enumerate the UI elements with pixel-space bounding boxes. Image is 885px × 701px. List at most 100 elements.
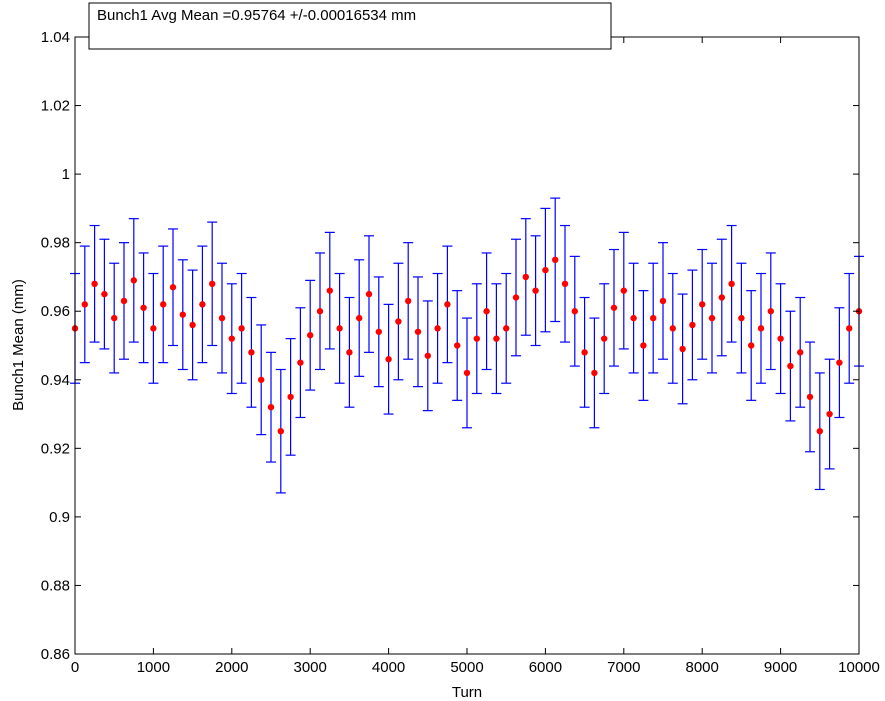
- data-point: [591, 369, 598, 377]
- data-point: [326, 287, 333, 294]
- x-tick-label: 7000: [607, 659, 640, 676]
- data-point: [787, 362, 794, 370]
- x-tick-label: 10000: [838, 659, 880, 676]
- data-point: [434, 325, 441, 332]
- y-tick-label: 1.04: [41, 29, 70, 46]
- x-tick-label: 8000: [686, 659, 719, 676]
- data-point: [267, 404, 275, 411]
- y-tick-label: 0.94: [41, 372, 70, 389]
- data-point: [689, 321, 696, 329]
- data-point: [503, 325, 510, 332]
- data-point: [150, 325, 157, 332]
- data-point: [718, 294, 725, 301]
- data-point: [816, 427, 823, 435]
- x-tick-label: 9000: [764, 659, 797, 676]
- data-point: [81, 301, 89, 308]
- annotation-box: Bunch1 Avg Mean =0.95764 +/-0.00016534 m…: [88, 2, 612, 50]
- x-tick-label: 3000: [294, 659, 327, 676]
- data-point: [542, 266, 549, 274]
- data-point: [767, 308, 774, 315]
- data-point: [356, 314, 363, 322]
- data-point: [826, 410, 833, 418]
- data-point: [610, 304, 618, 311]
- data-point: [365, 290, 373, 298]
- data-point: [630, 314, 637, 322]
- data-point: [483, 308, 490, 315]
- data-point: [209, 280, 216, 287]
- data-layer: [70, 197, 864, 494]
- data-point: [640, 342, 647, 349]
- y-tick-label: 0.9: [49, 509, 70, 526]
- data-point: [385, 356, 392, 363]
- data-point: [307, 332, 314, 339]
- data-point: [512, 294, 520, 301]
- data-point: [189, 321, 196, 329]
- y-tick-label: 1: [62, 166, 70, 183]
- data-point: [238, 325, 245, 332]
- data-point: [414, 328, 422, 335]
- data-point: [679, 345, 686, 353]
- y-axis-label: Bunch1 Mean (mm): [10, 279, 27, 411]
- y-tick-label: 1.02: [41, 98, 70, 115]
- data-point: [552, 256, 559, 264]
- data-point: [738, 314, 745, 322]
- data-point: [336, 325, 343, 332]
- y-tick-label: 0.98: [41, 235, 70, 252]
- data-point: [797, 349, 804, 356]
- data-point: [620, 287, 627, 294]
- data-point: [581, 349, 588, 356]
- data-point: [699, 301, 706, 308]
- data-point: [650, 314, 657, 322]
- data-point: [258, 376, 265, 383]
- data-point: [277, 427, 284, 435]
- data-point: [297, 359, 304, 366]
- data-point: [228, 335, 235, 342]
- data-point: [199, 301, 206, 308]
- x-tick-label: 0: [71, 659, 79, 676]
- data-point: [659, 297, 667, 305]
- data-point: [532, 287, 539, 294]
- data-point: [218, 314, 226, 322]
- data-point: [846, 325, 853, 332]
- data-point: [346, 349, 353, 356]
- data-point: [91, 280, 98, 287]
- data-point: [522, 273, 529, 281]
- x-axis-label: Turn: [452, 684, 482, 701]
- y-tick-label: 0.86: [41, 646, 70, 663]
- data-point: [111, 314, 118, 322]
- data-point: [708, 314, 716, 322]
- data-point: [316, 308, 324, 315]
- data-point: [287, 393, 294, 401]
- data-point: [120, 297, 128, 305]
- data-point: [561, 280, 569, 287]
- data-point: [728, 280, 735, 287]
- data-point: [473, 335, 480, 342]
- data-point: [130, 277, 137, 284]
- data-point: [444, 301, 451, 308]
- y-tick-label: 0.92: [41, 440, 70, 457]
- data-point: [777, 335, 784, 342]
- y-tick-label: 0.96: [41, 303, 70, 320]
- x-tick-label: 6000: [529, 659, 562, 676]
- data-point: [463, 369, 471, 377]
- data-point: [571, 308, 578, 315]
- annotation-frame: [88, 2, 612, 50]
- data-point: [395, 318, 402, 325]
- x-tick-label: 4000: [372, 659, 405, 676]
- data-point: [748, 342, 755, 349]
- data-point: [140, 304, 147, 311]
- data-point: [601, 335, 608, 342]
- data-point: [169, 284, 177, 291]
- data-point: [375, 328, 382, 335]
- data-point: [454, 342, 461, 349]
- data-point: [424, 352, 431, 359]
- data-point: [248, 349, 255, 356]
- y-tick-label: 0.88: [41, 577, 70, 594]
- data-point: [669, 325, 676, 332]
- data-point: [806, 393, 814, 401]
- data-point: [757, 325, 765, 332]
- data-point: [101, 290, 108, 298]
- data-point: [836, 359, 843, 366]
- data-point: [405, 297, 412, 305]
